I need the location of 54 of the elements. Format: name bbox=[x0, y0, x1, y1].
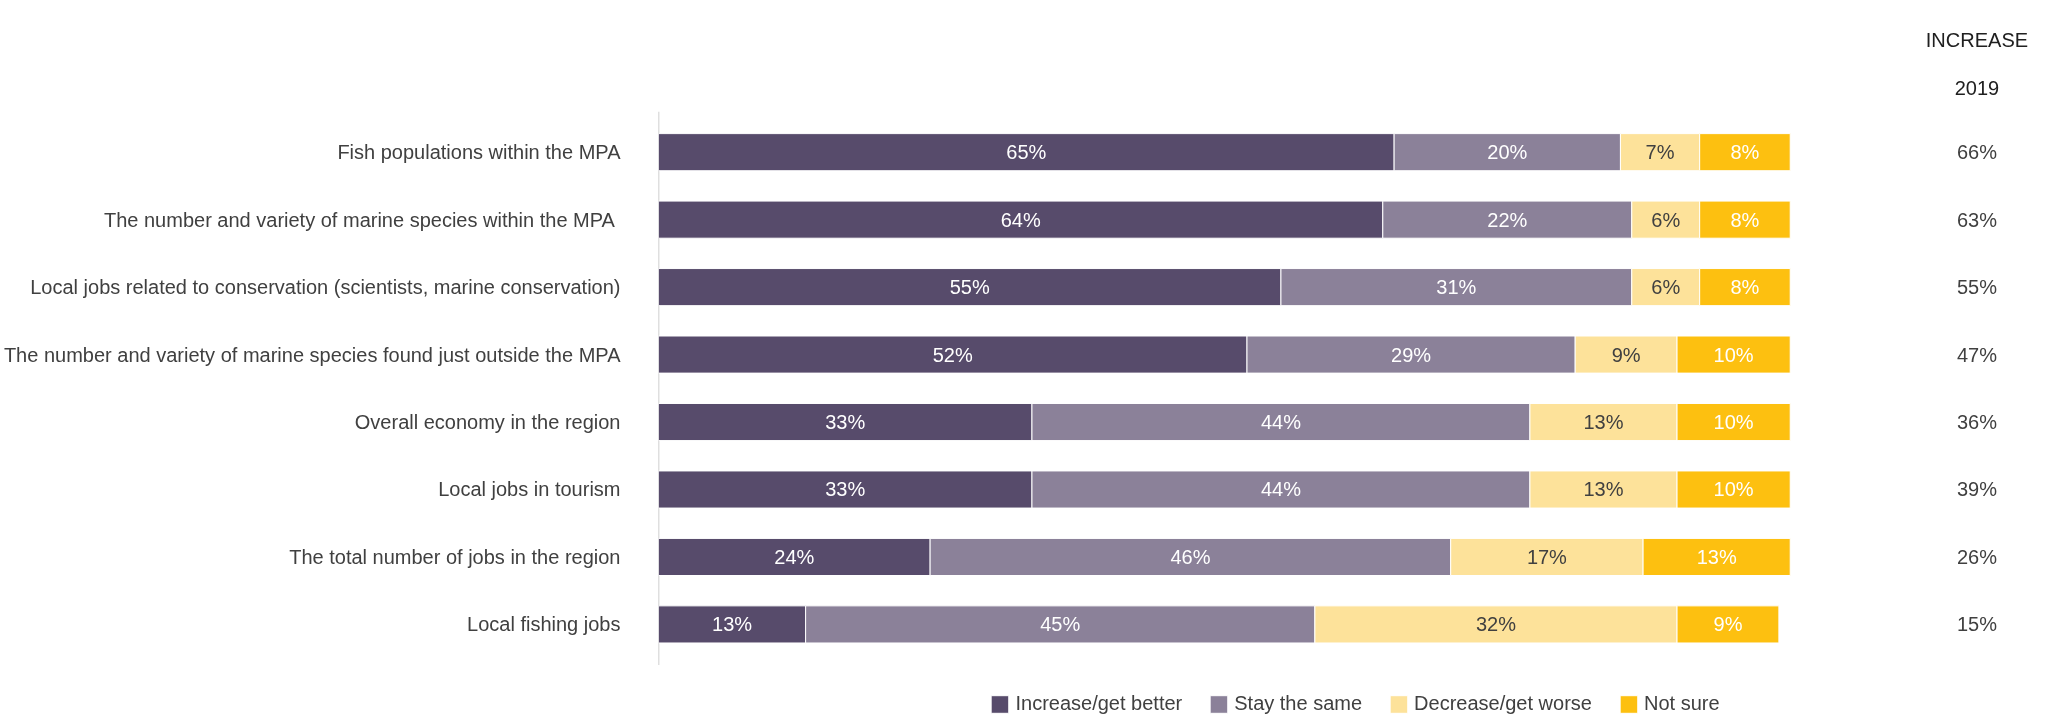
data-label: 8% bbox=[1730, 276, 1760, 299]
data-label: 13% bbox=[1696, 545, 1737, 568]
data-label: 10% bbox=[1713, 343, 1754, 366]
data-label: 22% bbox=[1487, 208, 1528, 231]
data-label: 20% bbox=[1487, 141, 1528, 164]
data-label: 6% bbox=[1651, 208, 1681, 231]
y-tick-label: The number and variety of marine species found just outside the MPA bbox=[3, 343, 622, 366]
text: 55% bbox=[1956, 276, 1998, 299]
data-label: 13% bbox=[712, 613, 753, 636]
y-tick-label: Local fishing jobs bbox=[467, 613, 621, 636]
text: 66% bbox=[1956, 141, 1998, 164]
data-label: 44% bbox=[1260, 411, 1302, 434]
data-label: 65% bbox=[1006, 141, 1047, 164]
data-label: 32% bbox=[1475, 613, 1517, 636]
text: 15% bbox=[1956, 613, 1998, 636]
data-label: 17% bbox=[1526, 545, 1568, 568]
data-label: 46% bbox=[1170, 545, 1211, 568]
text: 63% bbox=[1956, 208, 1998, 231]
text: 2019 bbox=[1954, 77, 2000, 100]
data-label: 13% bbox=[1583, 411, 1624, 434]
legend-label: Not sure bbox=[1643, 692, 1720, 715]
text: 47% bbox=[1956, 343, 1998, 366]
y-tick-label: The number and variety of marine species within the MPA bbox=[103, 208, 616, 231]
y-tick-label: Fish populations within the MPA bbox=[337, 141, 622, 164]
data-label: 29% bbox=[1391, 343, 1432, 366]
data-label: 6% bbox=[1651, 276, 1681, 299]
data-label: 44% bbox=[1260, 478, 1302, 501]
text: 39% bbox=[1956, 478, 1998, 501]
data-label: 10% bbox=[1713, 478, 1754, 501]
legend-label: Stay the same bbox=[1234, 692, 1363, 715]
data-label: 31% bbox=[1436, 276, 1477, 299]
legend-label: Increase/get better bbox=[1015, 692, 1183, 715]
text: 26% bbox=[1956, 545, 1998, 568]
data-label: 24% bbox=[774, 545, 815, 568]
text: 36% bbox=[1956, 411, 1998, 434]
data-label: 33% bbox=[825, 478, 866, 501]
y-tick-label: Local jobs related to conservation (scientists, marine conservation) bbox=[30, 276, 621, 299]
data-label: 7% bbox=[1645, 141, 1675, 164]
data-label: 52% bbox=[932, 343, 973, 366]
data-label: 13% bbox=[1583, 478, 1624, 501]
data-label: 64% bbox=[1000, 208, 1041, 231]
y-tick-label: Local jobs in tourism bbox=[438, 478, 621, 501]
data-label: 9% bbox=[1611, 343, 1641, 366]
data-label: 8% bbox=[1730, 141, 1760, 164]
legend-label: Decrease/get worse bbox=[1414, 692, 1592, 715]
text: INCREASE bbox=[1925, 28, 2029, 51]
data-label: 55% bbox=[949, 276, 990, 299]
y-tick-label: Overall economy in the region bbox=[354, 411, 621, 434]
data-label: 8% bbox=[1730, 208, 1760, 231]
data-label: 10% bbox=[1713, 411, 1754, 434]
data-label: 33% bbox=[825, 411, 866, 434]
data-label: 9% bbox=[1713, 613, 1743, 636]
y-tick-label: The total number of jobs in the region bbox=[289, 545, 621, 568]
data-label: 45% bbox=[1040, 613, 1081, 636]
